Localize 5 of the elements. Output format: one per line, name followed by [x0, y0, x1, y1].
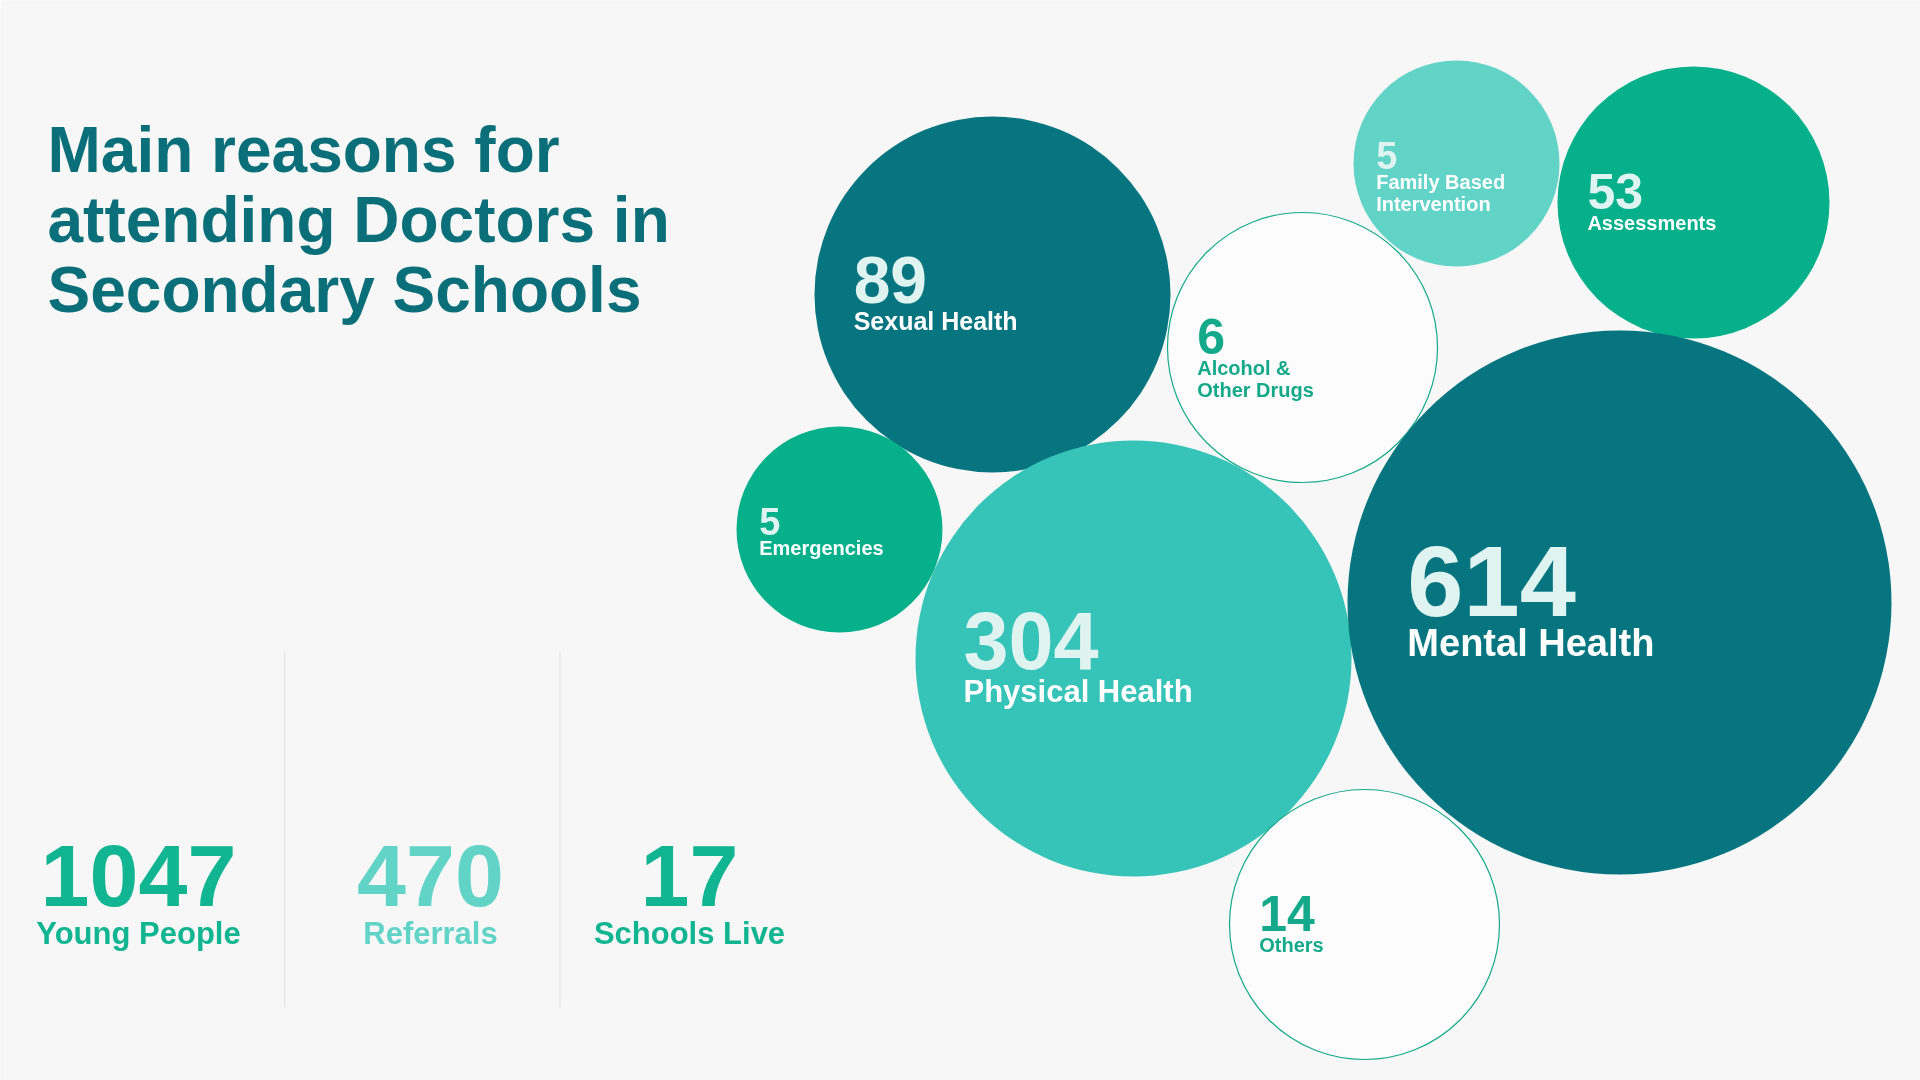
category-label: Emergencies — [759, 536, 884, 559]
category-label: Family Based Intervention — [1376, 170, 1506, 215]
category-label: Schools Live — [593, 915, 786, 951]
text: Main reasons for attending Doctors in Secondary Schools — [47, 113, 670, 326]
category-label: Young People — [36, 915, 241, 951]
